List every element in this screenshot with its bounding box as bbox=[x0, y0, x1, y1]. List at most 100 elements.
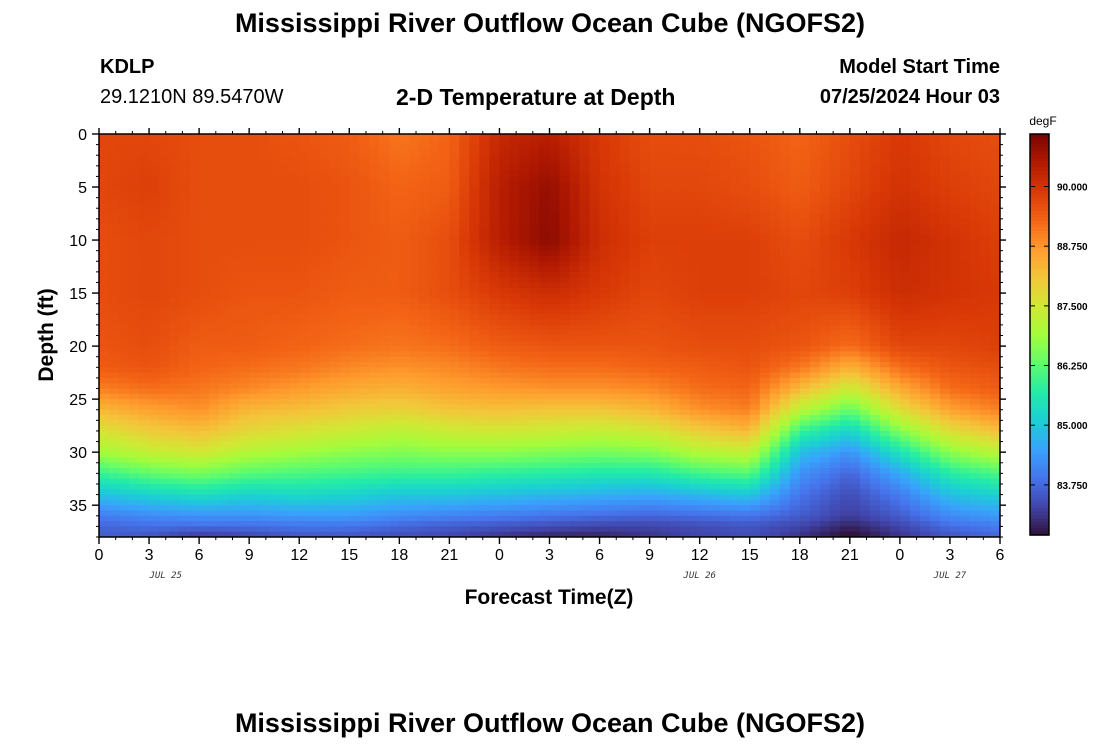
heatmap-cell bbox=[149, 266, 160, 273]
heatmap-cell bbox=[499, 149, 511, 156]
heatmap-cell bbox=[669, 415, 681, 421]
heatmap-cell bbox=[129, 409, 140, 416]
heatmap-cell bbox=[269, 271, 280, 278]
heatmap-cell bbox=[529, 160, 541, 167]
heatmap-cell bbox=[579, 303, 591, 310]
heatmap-cell bbox=[499, 308, 511, 315]
heatmap-cell bbox=[699, 229, 711, 236]
heatmap-cell bbox=[659, 499, 671, 506]
heatmap-cell bbox=[239, 468, 250, 474]
station-coordinates: 29.1210N 89.5470W bbox=[100, 86, 284, 108]
heatmap-cell bbox=[189, 155, 200, 162]
heatmap-cell bbox=[629, 250, 641, 257]
heatmap-cell bbox=[99, 144, 110, 151]
heatmap-cell bbox=[269, 224, 280, 231]
heatmap-cell bbox=[279, 229, 290, 236]
heatmap-cell bbox=[669, 526, 681, 533]
heatmap-cell bbox=[589, 425, 601, 432]
heatmap-cell bbox=[449, 202, 460, 209]
heatmap-cell bbox=[219, 409, 230, 416]
heatmap-cell bbox=[309, 229, 320, 236]
heatmap-cell bbox=[499, 510, 511, 517]
heatmap-cell bbox=[679, 224, 691, 231]
heatmap-cell bbox=[619, 287, 631, 294]
heatmap-cell bbox=[139, 165, 150, 172]
heatmap-cell bbox=[109, 245, 120, 252]
heatmap-cell bbox=[449, 415, 460, 421]
heatmap-cell bbox=[479, 515, 491, 522]
heatmap-cell bbox=[619, 383, 631, 390]
heatmap-cell bbox=[539, 319, 551, 326]
heatmap-cell bbox=[319, 356, 330, 363]
heatmap-cell bbox=[609, 409, 621, 416]
heatmap-cell bbox=[469, 415, 481, 421]
heatmap-cell bbox=[359, 202, 370, 209]
heatmap-cell bbox=[509, 473, 521, 480]
heatmap-cell bbox=[619, 255, 631, 262]
heatmap-cell bbox=[749, 187, 761, 193]
heatmap-cell bbox=[299, 282, 310, 289]
heatmap-cell bbox=[209, 526, 220, 533]
heatmap-cell bbox=[149, 218, 160, 225]
heatmap-cell bbox=[709, 468, 721, 474]
heatmap-cell bbox=[279, 171, 290, 178]
heatmap-cell bbox=[119, 192, 130, 199]
heatmap-cell bbox=[609, 346, 621, 353]
heatmap-cell bbox=[739, 187, 751, 193]
heatmap-cell bbox=[189, 531, 200, 537]
heatmap-cell bbox=[369, 171, 380, 178]
heatmap-cell bbox=[609, 462, 621, 469]
heatmap-cell bbox=[619, 393, 631, 400]
heatmap-cell bbox=[489, 287, 501, 294]
heatmap-cell bbox=[239, 367, 250, 374]
heatmap-cell bbox=[469, 197, 481, 204]
heatmap-cell bbox=[269, 526, 280, 533]
heatmap-cell bbox=[369, 531, 380, 537]
heatmap-cell bbox=[259, 303, 270, 310]
heatmap-cell bbox=[349, 176, 360, 183]
heatmap-cell bbox=[569, 399, 581, 406]
heatmap-cell bbox=[359, 303, 370, 310]
heatmap-cell bbox=[119, 404, 130, 411]
heatmap-cell bbox=[99, 218, 110, 225]
heatmap-cell bbox=[539, 229, 551, 236]
heatmap-cell bbox=[389, 468, 400, 474]
heatmap-cell bbox=[149, 208, 160, 215]
heatmap-cell bbox=[689, 436, 701, 443]
heatmap-cell bbox=[739, 218, 751, 225]
heatmap-cell bbox=[229, 197, 240, 204]
heatmap-cell bbox=[669, 388, 681, 395]
heatmap-cell bbox=[389, 383, 400, 390]
heatmap-cell bbox=[469, 314, 481, 321]
heatmap-cell bbox=[639, 330, 651, 337]
heatmap-cell bbox=[389, 293, 400, 299]
heatmap-cell bbox=[519, 218, 531, 225]
heatmap-cell bbox=[189, 367, 200, 374]
heatmap-cell bbox=[219, 229, 230, 236]
heatmap-cell bbox=[579, 483, 591, 490]
heatmap-cell bbox=[119, 383, 130, 390]
heatmap-cell bbox=[629, 208, 641, 215]
heatmap-cell bbox=[349, 261, 360, 268]
heatmap-cell bbox=[339, 224, 350, 231]
heatmap-cell bbox=[409, 187, 420, 193]
heatmap-cell bbox=[379, 330, 390, 337]
heatmap-cell bbox=[249, 245, 260, 252]
heatmap-cell bbox=[399, 287, 410, 294]
heatmap-cell bbox=[229, 229, 240, 236]
heatmap-cell bbox=[399, 134, 410, 140]
heatmap-cell bbox=[609, 314, 621, 321]
heatmap-cell bbox=[259, 457, 270, 464]
heatmap-cell bbox=[739, 452, 751, 459]
heatmap-cell bbox=[629, 356, 641, 363]
heatmap-cell bbox=[369, 213, 380, 220]
heatmap-cell bbox=[129, 324, 140, 331]
heatmap-cell bbox=[109, 218, 120, 225]
heatmap-cell bbox=[239, 197, 250, 204]
heatmap-cell bbox=[579, 149, 591, 156]
heatmap-cell bbox=[149, 356, 160, 363]
heatmap-cell bbox=[709, 478, 721, 485]
heatmap-cell bbox=[559, 165, 571, 172]
heatmap-cell bbox=[599, 505, 611, 512]
heatmap-cell bbox=[729, 452, 741, 459]
